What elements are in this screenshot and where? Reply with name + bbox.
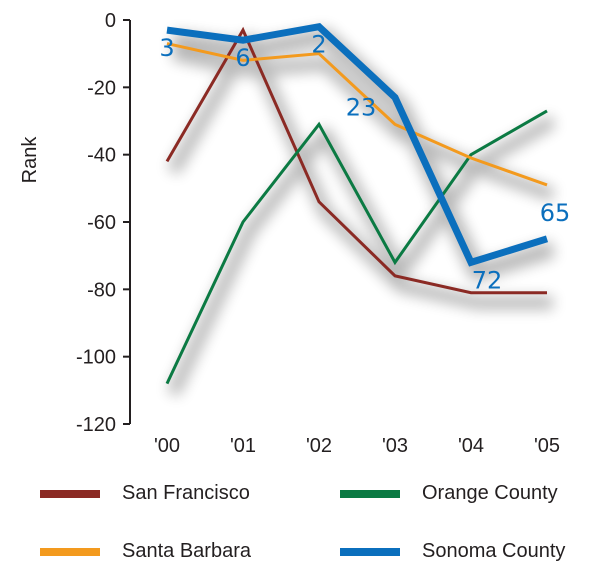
legend-swatch [40, 547, 100, 556]
legend-item-san-francisco: San Francisco [40, 482, 250, 505]
legend-swatch [340, 489, 400, 498]
x-tick-label: '00 [154, 435, 180, 457]
legend-item-sonoma-county: Sonoma County [340, 540, 565, 563]
y-tick-label: 0 [105, 10, 116, 32]
y-tick-label: -80 [87, 279, 116, 301]
y-tick-label: -120 [76, 414, 116, 436]
rank-line-chart: 0-20-40-60-80-100-120'00'01'02'03'04'05 … [19, 10, 570, 457]
y-tick-label: -60 [87, 212, 116, 234]
shadow-layer [167, 28, 557, 397]
legend-item-santa-barbara: Santa Barbara [40, 540, 251, 563]
legend-swatch [340, 547, 400, 556]
data-label-sonoma-county: 2 [311, 31, 326, 59]
data-label-sonoma-county: 65 [540, 199, 571, 227]
x-tick-label: '03 [382, 435, 408, 457]
data-label-sonoma-county: 23 [346, 93, 377, 121]
series-line-santa-barbara [166, 42, 548, 187]
legend-label: Santa Barbara [122, 540, 251, 562]
series-line-sonoma-county [166, 22, 549, 267]
series-line-orange-county [165, 109, 548, 385]
series-shadow-santa-barbara [171, 47, 556, 202]
data-label-sonoma-county: 72 [472, 266, 503, 294]
x-tick-label: '05 [534, 435, 560, 457]
legend-label: San Francisco [122, 482, 250, 504]
x-tick-label: '01 [230, 435, 256, 457]
series-lines [165, 22, 549, 385]
legend-swatch [40, 489, 100, 498]
legend-label: Sonoma County [422, 540, 566, 562]
x-tick-label: '04 [458, 435, 484, 457]
data-labels: 3 6 2 23 72 65 [159, 31, 570, 295]
data-label-sonoma-county: 3 [159, 34, 174, 62]
y-tick-label: -100 [76, 347, 116, 369]
series-line-san-francisco [165, 26, 547, 295]
legend: San Francisco Orange County Santa Barbar… [0, 470, 608, 564]
y-axis-title: Rank [19, 136, 41, 184]
data-label-sonoma-county: 6 [235, 44, 250, 72]
axes: 0 -20 -40 -60 -80 -100 -120 '00 '01 '02 '03 '04 '05 [76, 10, 560, 457]
y-tick-label: -20 [87, 77, 116, 99]
y-tick-label: -40 [87, 145, 116, 167]
legend-label: Orange County [422, 482, 558, 504]
legend-item-orange-county: Orange County [340, 482, 558, 505]
x-tick-label: '02 [306, 435, 332, 457]
